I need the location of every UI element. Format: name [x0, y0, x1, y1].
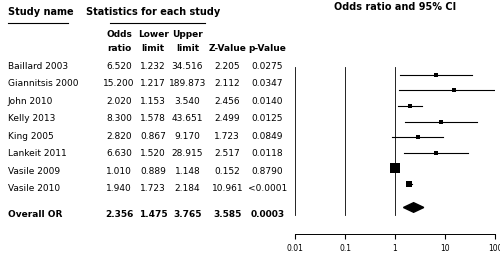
Text: <0.0001: <0.0001: [248, 184, 287, 193]
Text: 6.520: 6.520: [106, 62, 132, 71]
Text: p-Value: p-Value: [248, 44, 286, 53]
Text: 1.940: 1.940: [106, 184, 132, 193]
Text: 0.0125: 0.0125: [252, 114, 283, 123]
Text: Overall OR: Overall OR: [8, 210, 62, 219]
Text: 189.873: 189.873: [168, 79, 206, 88]
Text: 2.456: 2.456: [214, 97, 240, 106]
Polygon shape: [404, 203, 424, 212]
Text: 0.0849: 0.0849: [252, 132, 283, 141]
Text: 3.765: 3.765: [173, 210, 202, 219]
Text: 1.578: 1.578: [140, 114, 166, 123]
Text: Z-Value: Z-Value: [208, 44, 246, 53]
Text: Odds: Odds: [106, 30, 132, 40]
Text: 1.148: 1.148: [174, 167, 201, 176]
Text: Upper: Upper: [172, 30, 203, 40]
Title: Odds ratio and 95% CI: Odds ratio and 95% CI: [334, 2, 456, 12]
Text: 15.200: 15.200: [104, 79, 135, 88]
Text: Vasile 2009: Vasile 2009: [8, 167, 60, 176]
Text: 2.517: 2.517: [214, 149, 240, 158]
Text: Baillard 2003: Baillard 2003: [8, 62, 68, 71]
Text: 8.300: 8.300: [106, 114, 132, 123]
Text: 3.540: 3.540: [174, 97, 201, 106]
Text: 0.0275: 0.0275: [252, 62, 283, 71]
Text: 2.499: 2.499: [214, 114, 240, 123]
Text: 43.651: 43.651: [172, 114, 203, 123]
Text: Study name: Study name: [8, 7, 74, 17]
Text: 1.010: 1.010: [106, 167, 132, 176]
Text: Vasile 2010: Vasile 2010: [8, 184, 60, 193]
Text: Kelly 2013: Kelly 2013: [8, 114, 55, 123]
Text: 9.170: 9.170: [174, 132, 201, 141]
Text: 0.0003: 0.0003: [250, 210, 284, 219]
Text: 0.889: 0.889: [140, 167, 166, 176]
Text: 0.867: 0.867: [140, 132, 166, 141]
Text: 28.915: 28.915: [172, 149, 203, 158]
Text: King 2005: King 2005: [8, 132, 54, 141]
Text: John 2010: John 2010: [8, 97, 53, 106]
Text: Lankeit 2011: Lankeit 2011: [8, 149, 66, 158]
Text: 2.820: 2.820: [106, 132, 132, 141]
Text: Giannitsis 2000: Giannitsis 2000: [8, 79, 78, 88]
Text: Statistics for each study: Statistics for each study: [86, 7, 220, 17]
Text: 1.475: 1.475: [139, 210, 168, 219]
Text: 1.520: 1.520: [140, 149, 166, 158]
Text: 1.232: 1.232: [140, 62, 166, 71]
Text: ratio: ratio: [107, 44, 131, 53]
Text: 2.205: 2.205: [214, 62, 240, 71]
Text: 1.153: 1.153: [140, 97, 166, 106]
Text: 0.8790: 0.8790: [252, 167, 283, 176]
Text: 0.0347: 0.0347: [252, 79, 283, 88]
Text: limit: limit: [176, 44, 199, 53]
Text: 34.516: 34.516: [172, 62, 203, 71]
Text: limit: limit: [142, 44, 165, 53]
Text: Lower: Lower: [138, 30, 168, 40]
Text: 6.630: 6.630: [106, 149, 132, 158]
Text: 10.961: 10.961: [212, 184, 243, 193]
Text: 2.112: 2.112: [214, 79, 240, 88]
Text: 0.152: 0.152: [214, 167, 240, 176]
Text: 2.020: 2.020: [106, 97, 132, 106]
Text: 1.723: 1.723: [140, 184, 166, 193]
Text: 0.0140: 0.0140: [252, 97, 283, 106]
Text: 3.585: 3.585: [213, 210, 242, 219]
Text: 0.0118: 0.0118: [252, 149, 283, 158]
Text: 1.217: 1.217: [140, 79, 166, 88]
Text: 2.184: 2.184: [174, 184, 200, 193]
Text: 2.356: 2.356: [105, 210, 133, 219]
Text: 1.723: 1.723: [214, 132, 240, 141]
